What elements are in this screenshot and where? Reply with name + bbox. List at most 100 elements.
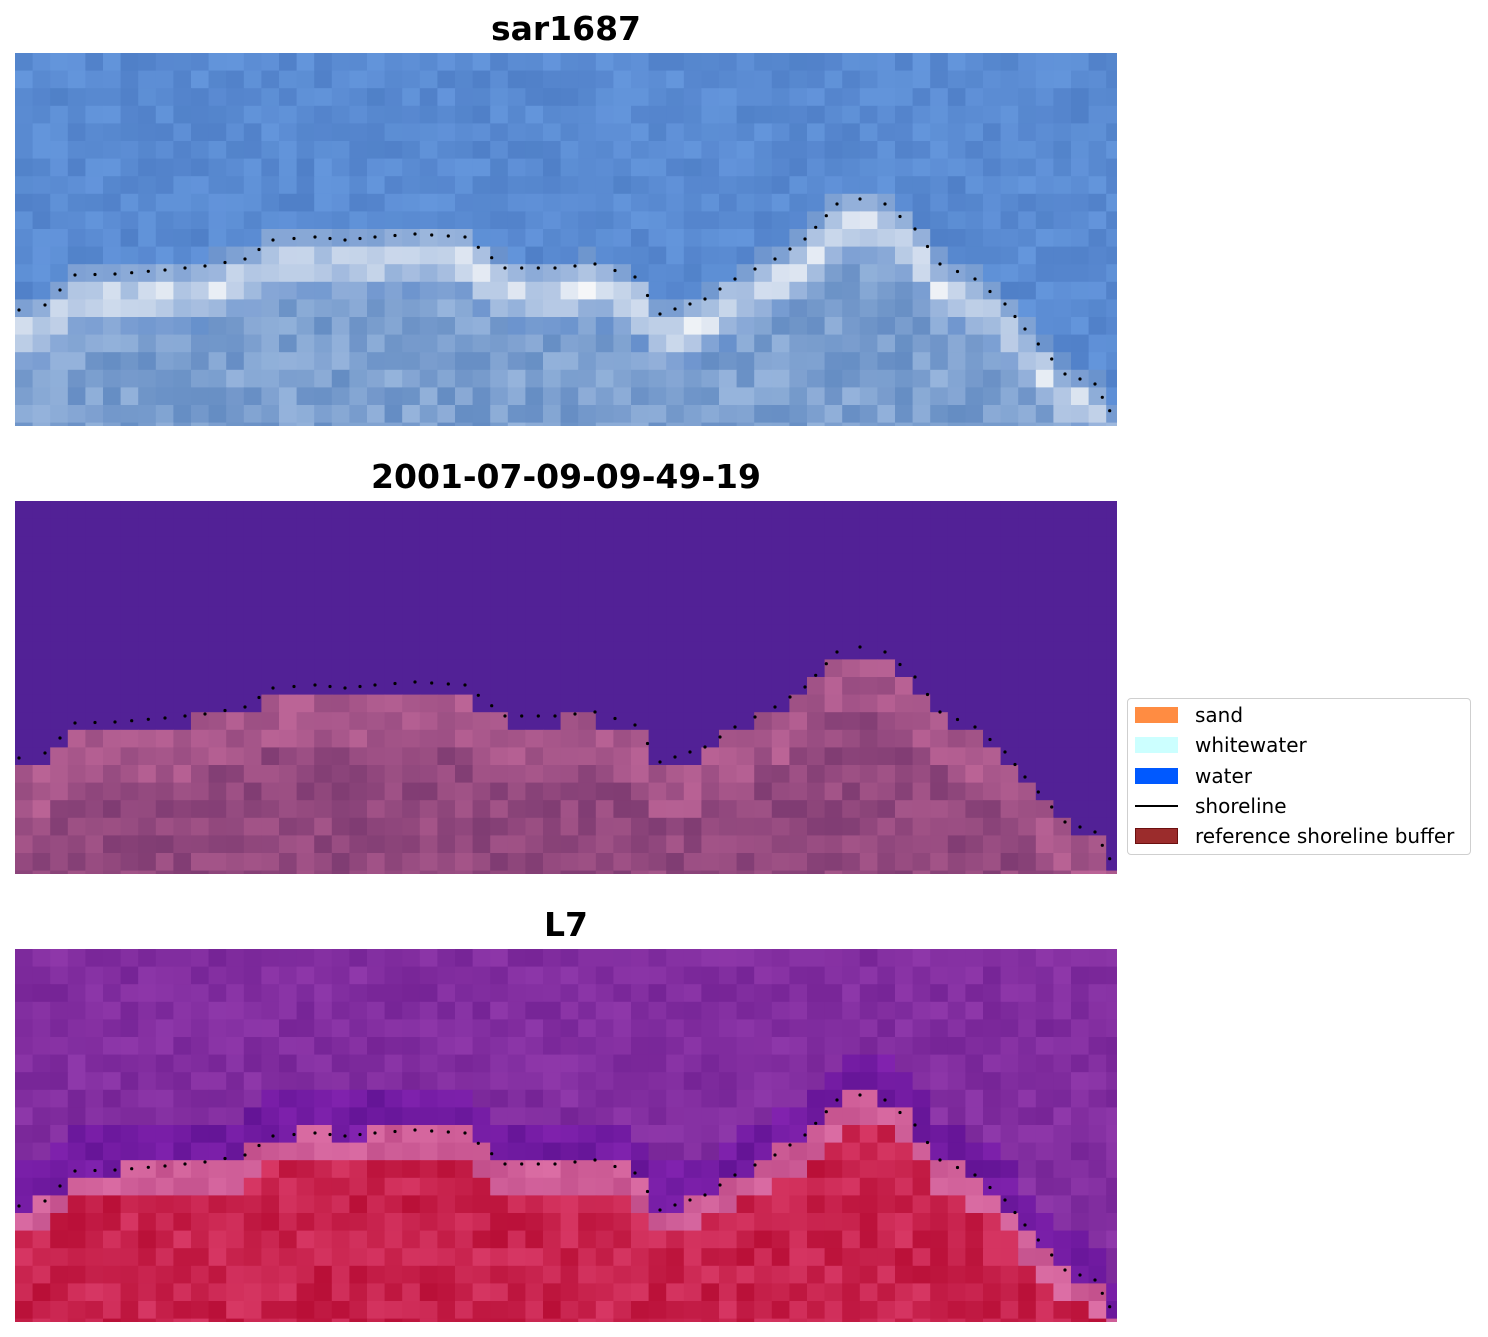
image-pixel xyxy=(296,501,315,520)
image-pixel xyxy=(155,422,174,426)
image-pixel xyxy=(648,281,667,300)
image-pixel xyxy=(32,53,51,72)
image-pixel xyxy=(701,1037,720,1056)
image-pixel xyxy=(1053,624,1072,643)
image-pixel xyxy=(138,229,157,248)
image-pixel xyxy=(877,870,896,874)
image-pixel xyxy=(419,1142,438,1161)
image-pixel xyxy=(983,1265,1002,1284)
image-pixel xyxy=(103,677,122,696)
image-pixel xyxy=(930,518,949,537)
image-pixel xyxy=(226,1054,245,1073)
image-pixel xyxy=(279,369,298,388)
image-pixel xyxy=(877,1283,896,1302)
image-pixel xyxy=(648,1283,667,1302)
image-pixel xyxy=(455,782,474,801)
image-pixel xyxy=(1106,782,1117,801)
image-pixel xyxy=(807,729,826,748)
image-pixel xyxy=(895,518,914,537)
image-pixel xyxy=(472,405,491,424)
image-pixel xyxy=(736,229,755,248)
image-pixel xyxy=(789,949,808,968)
image-pixel xyxy=(1071,765,1090,784)
shoreline-point xyxy=(73,721,77,725)
image-pixel xyxy=(912,1125,931,1144)
image-pixel xyxy=(472,536,491,555)
image-pixel xyxy=(472,334,491,353)
image-pixel xyxy=(930,536,949,555)
image-pixel xyxy=(1088,949,1107,968)
image-pixel xyxy=(666,405,685,424)
image-pixel xyxy=(895,536,914,555)
image-pixel xyxy=(226,123,245,142)
image-pixel xyxy=(155,1177,174,1196)
image-pixel xyxy=(279,53,298,72)
image-pixel xyxy=(402,729,421,748)
image-pixel xyxy=(543,817,562,836)
image-pixel xyxy=(191,571,210,590)
shoreline-point xyxy=(645,1189,650,1194)
image-pixel xyxy=(1035,141,1054,160)
image-pixel xyxy=(807,747,826,766)
image-pixel xyxy=(701,984,720,1003)
image-pixel xyxy=(314,1019,333,1038)
image-pixel xyxy=(208,1019,227,1038)
image-pixel xyxy=(613,229,632,248)
image-pixel xyxy=(543,70,562,89)
image-pixel xyxy=(1018,264,1037,283)
image-pixel xyxy=(507,1001,526,1020)
image-pixel xyxy=(824,571,843,590)
image-pixel xyxy=(296,229,315,248)
image-pixel xyxy=(1088,1107,1107,1126)
image-pixel xyxy=(349,405,368,424)
image-pixel xyxy=(789,123,808,142)
image-pixel xyxy=(1035,53,1054,72)
image-pixel xyxy=(719,88,738,107)
image-pixel xyxy=(1088,1177,1107,1196)
image-pixel xyxy=(719,800,738,819)
image-pixel xyxy=(472,422,491,426)
image-pixel xyxy=(331,105,350,124)
image-pixel xyxy=(578,70,597,89)
image-pixel xyxy=(1053,694,1072,713)
image-pixel xyxy=(683,1037,702,1056)
image-pixel xyxy=(191,1160,210,1179)
image-pixel xyxy=(771,352,790,371)
image-pixel xyxy=(1088,1089,1107,1108)
image-pixel xyxy=(50,624,69,643)
image-pixel xyxy=(1106,659,1117,678)
image-pixel xyxy=(296,88,315,107)
image-pixel xyxy=(243,553,262,572)
image-pixel xyxy=(243,1230,262,1249)
image-pixel xyxy=(859,747,878,766)
image-pixel xyxy=(719,1142,738,1161)
image-pixel xyxy=(155,405,174,424)
image-pixel xyxy=(613,1125,632,1144)
image-pixel xyxy=(930,677,949,696)
image-pixel xyxy=(261,518,280,537)
image-pixel xyxy=(719,966,738,985)
image-pixel xyxy=(32,501,51,520)
image-pixel xyxy=(349,1283,368,1302)
image-pixel xyxy=(1000,800,1019,819)
shoreline-point xyxy=(553,266,557,270)
image-pixel xyxy=(331,1213,350,1232)
image-pixel xyxy=(243,211,262,230)
image-pixel xyxy=(736,1213,755,1232)
image-pixel xyxy=(771,966,790,985)
image-pixel xyxy=(1000,677,1019,696)
image-pixel xyxy=(543,176,562,195)
image-pixel xyxy=(384,765,403,784)
image-pixel xyxy=(331,624,350,643)
image-pixel xyxy=(912,1054,931,1073)
image-pixel xyxy=(490,984,509,1003)
image-pixel xyxy=(261,1107,280,1126)
image-pixel xyxy=(455,105,474,124)
image-pixel xyxy=(1000,352,1019,371)
image-pixel xyxy=(719,817,738,836)
shoreline-point xyxy=(328,1132,332,1137)
image-pixel xyxy=(261,553,280,572)
image-pixel xyxy=(349,317,368,336)
image-pixel xyxy=(859,518,878,537)
image-pixel xyxy=(507,1125,526,1144)
